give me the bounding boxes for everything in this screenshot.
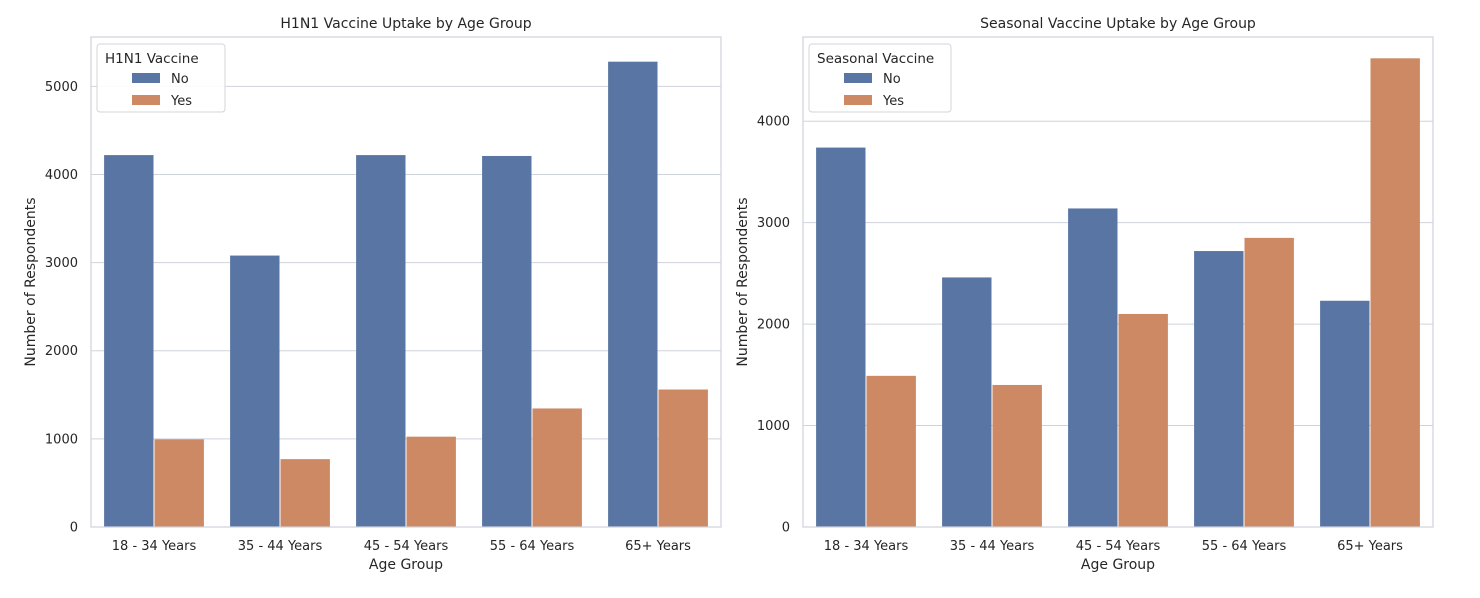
y-tick-label: 4000 <box>45 168 78 183</box>
x-tick-label: 18 - 34 Years <box>112 539 197 554</box>
legend-swatch-no <box>844 73 872 83</box>
x-tick-label: 18 - 34 Years <box>824 539 909 554</box>
chart-title: Seasonal Vaccine Uptake by Age Group <box>980 16 1256 32</box>
y-axis-label: Number of Respondents <box>23 197 39 366</box>
bar-no-1 <box>942 277 992 527</box>
plot-frame <box>90 36 722 528</box>
bar-no-3 <box>482 155 532 527</box>
bar-no-2 <box>356 155 406 528</box>
x-tick-label: 35 - 44 Years <box>950 539 1035 554</box>
x-tick-label: 55 - 64 Years <box>1202 539 1287 554</box>
seasonal-chart: Seasonal Vaccine Uptake by Age Group 0 100… <box>735 16 1434 573</box>
h1n1-chart: H1N1 Vaccine Uptake by Age Group 0 1000 200… <box>23 16 722 573</box>
legend-swatch-yes <box>844 95 872 105</box>
bar-yes-3 <box>1244 237 1294 527</box>
bar-yes-2 <box>1118 313 1168 527</box>
x-tick-label: 65+ Years <box>1337 539 1403 554</box>
bar-no-4 <box>1320 300 1370 527</box>
bar-no-1 <box>230 255 280 527</box>
legend-swatch-yes <box>132 95 160 105</box>
y-tick-label: 0 <box>70 521 78 536</box>
bar-yes-0 <box>154 439 204 527</box>
legend-label-no: No <box>883 72 901 87</box>
bar-yes-2 <box>406 436 456 527</box>
y-tick-label: 5000 <box>45 80 78 95</box>
bar-yes-0 <box>866 375 916 527</box>
legend: H1N1 Vaccine No Yes <box>96 43 226 113</box>
y-tick-label: 2000 <box>757 318 790 333</box>
x-tick-label: 35 - 44 Years <box>238 539 323 554</box>
x-axis-label: Age Group <box>1081 557 1155 573</box>
legend: Seasonal Vaccine No Yes <box>808 43 952 113</box>
x-tick-label: 45 - 54 Years <box>1076 539 1161 554</box>
y-tick-label: 1000 <box>45 432 78 447</box>
x-tick-label: 65+ Years <box>625 539 691 554</box>
legend-swatch-no <box>132 73 160 83</box>
y-tick-label: 3000 <box>757 216 790 231</box>
legend-title: H1N1 Vaccine <box>105 51 199 67</box>
x-tick-label: 45 - 54 Years <box>364 539 449 554</box>
legend-label-no: No <box>171 72 189 87</box>
x-tick-label: 55 - 64 Years <box>490 539 575 554</box>
x-axis-label: Age Group <box>369 557 443 573</box>
bar-yes-1 <box>280 459 330 527</box>
bar-no-0 <box>816 147 866 527</box>
bar-no-2 <box>1068 208 1118 527</box>
plot-frame <box>802 36 1434 528</box>
bar-no-3 <box>1194 251 1244 527</box>
bar-yes-3 <box>532 408 582 527</box>
y-tick-label: 0 <box>782 521 790 536</box>
y-axis-label: Number of Respondents <box>735 197 751 366</box>
bar-yes-1 <box>992 384 1042 527</box>
legend-box <box>96 43 226 113</box>
bar-yes-4 <box>658 389 708 527</box>
bar-no-0 <box>104 155 154 528</box>
y-tick-label: 3000 <box>45 256 78 271</box>
bar-no-4 <box>608 61 658 527</box>
legend-label-yes: Yes <box>882 94 904 109</box>
y-tick-label: 2000 <box>45 344 78 359</box>
chart-title: H1N1 Vaccine Uptake by Age Group <box>280 16 531 32</box>
legend-label-yes: Yes <box>170 94 192 109</box>
y-tick-label: 4000 <box>757 115 790 130</box>
legend-title: Seasonal Vaccine <box>817 51 934 67</box>
y-tick-label: 1000 <box>757 419 790 434</box>
bar-yes-4 <box>1370 58 1420 527</box>
